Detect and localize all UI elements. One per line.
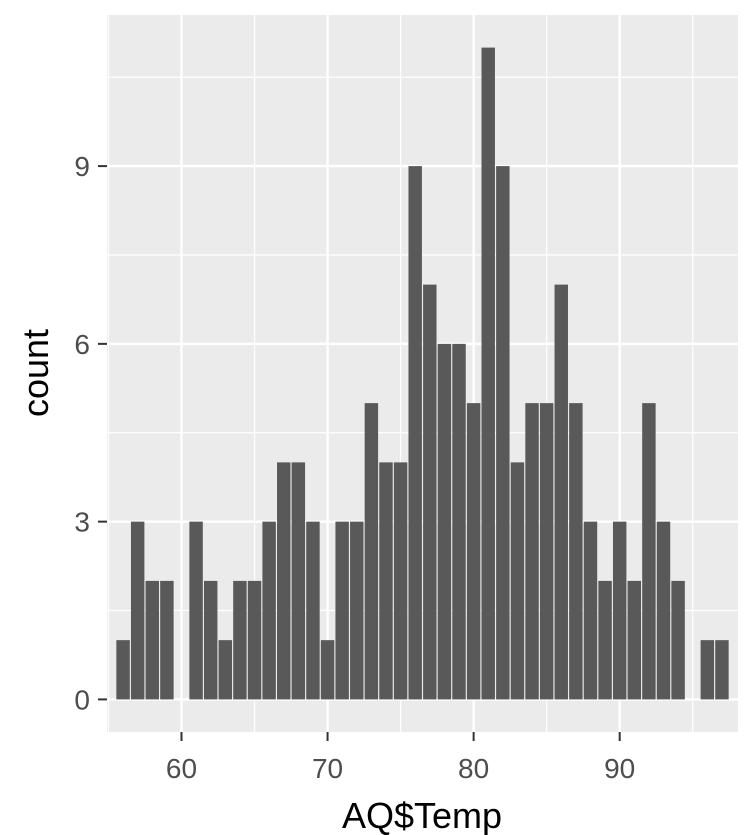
histogram-bar bbox=[554, 284, 568, 700]
x-tick-label: 90 bbox=[604, 753, 635, 784]
histogram-bar bbox=[583, 521, 598, 700]
histogram-bar bbox=[379, 462, 393, 700]
histogram-bar bbox=[539, 403, 554, 700]
histogram-bar bbox=[481, 47, 495, 700]
histogram-bar bbox=[452, 343, 466, 700]
histogram-bar bbox=[569, 403, 583, 700]
histogram-bar bbox=[306, 521, 320, 700]
histogram-bar bbox=[277, 462, 291, 700]
y-tick-label: 9 bbox=[74, 151, 90, 182]
histogram-bar bbox=[130, 521, 145, 700]
y-tick-label: 6 bbox=[74, 329, 90, 360]
x-tick-label: 80 bbox=[458, 753, 489, 784]
histogram-bar bbox=[598, 580, 612, 700]
histogram-bar bbox=[437, 343, 452, 700]
histogram-bar bbox=[466, 403, 481, 700]
y-tick-label: 3 bbox=[74, 507, 90, 538]
histogram-bar bbox=[423, 284, 437, 700]
histogram-bar bbox=[715, 640, 729, 700]
histogram-bar bbox=[262, 521, 276, 700]
histogram-bar bbox=[218, 640, 233, 700]
histogram-bar bbox=[145, 580, 159, 700]
histogram-bar bbox=[247, 580, 262, 700]
y-axis-title: count bbox=[15, 329, 56, 417]
histogram-bar bbox=[671, 580, 685, 700]
histogram-bar bbox=[291, 462, 306, 700]
histogram-bar bbox=[612, 521, 627, 700]
histogram-bar bbox=[700, 640, 715, 700]
histogram-bar bbox=[364, 403, 379, 700]
histogram-bar bbox=[189, 521, 203, 700]
histogram-bar bbox=[116, 640, 130, 700]
histogram-bar bbox=[627, 580, 642, 700]
minor-gridlines bbox=[107, 15, 738, 732]
histogram-bar bbox=[233, 580, 247, 700]
histogram-bar bbox=[160, 580, 174, 700]
histogram-bar bbox=[320, 640, 335, 700]
histogram-bar bbox=[393, 462, 408, 700]
histogram-bar bbox=[510, 462, 525, 700]
histogram-bar bbox=[335, 521, 349, 700]
histogram-bar bbox=[203, 580, 218, 700]
histogram-bar bbox=[496, 166, 510, 700]
histogram-bar bbox=[656, 521, 671, 700]
y-axis-ticks: 0 3 6 9 bbox=[74, 151, 107, 715]
histogram-bar bbox=[408, 166, 422, 700]
x-axis-ticks: 60 70 80 90 bbox=[166, 732, 635, 784]
y-tick-label: 0 bbox=[74, 684, 90, 715]
histogram-bar bbox=[350, 521, 364, 700]
bars bbox=[116, 47, 729, 700]
x-tick-label: 60 bbox=[166, 753, 197, 784]
x-axis-title: AQ$Temp bbox=[342, 795, 502, 835]
x-tick-label: 70 bbox=[312, 753, 343, 784]
histogram-bar bbox=[525, 403, 539, 700]
histogram-bar bbox=[642, 403, 656, 700]
